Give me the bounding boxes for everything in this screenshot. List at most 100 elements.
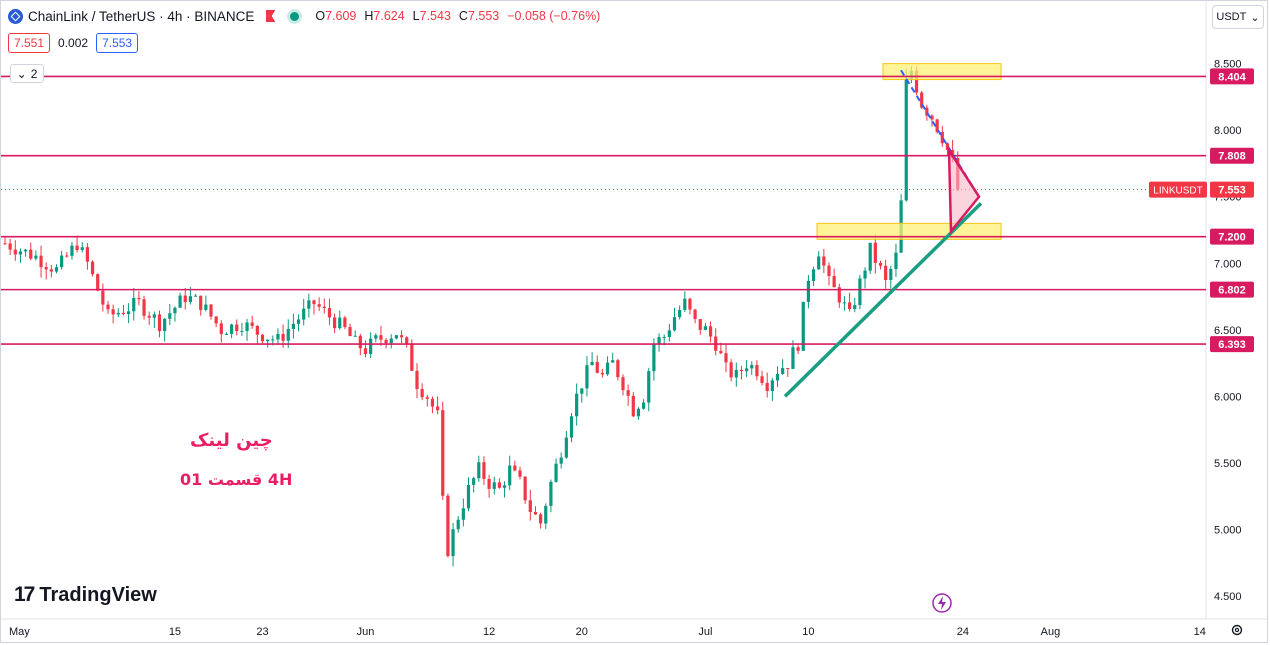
candle-body [8, 243, 12, 250]
candle-body [801, 301, 805, 351]
candle-body [708, 326, 713, 337]
indicator-count: 2 [30, 66, 38, 81]
level-price-label: 6.802 [1218, 285, 1246, 297]
candle-body [240, 331, 244, 333]
candle-body [492, 482, 496, 489]
candle-body [580, 388, 584, 394]
last-price-tag [1210, 181, 1254, 198]
x-tick-label: Jun [357, 626, 375, 638]
gear-icon[interactable] [1230, 623, 1244, 637]
candle-body [539, 514, 543, 524]
candle-body [533, 511, 538, 515]
candle-body [410, 343, 414, 371]
candle-body [914, 70, 919, 93]
y-tick-label: 4.500 [1214, 591, 1242, 603]
candle-body [868, 242, 872, 271]
candle-body [173, 307, 177, 314]
candle-body [446, 495, 450, 557]
candle-body [616, 360, 620, 378]
candle-body [626, 390, 630, 396]
candle-body [693, 309, 697, 320]
candle-body [698, 319, 702, 330]
candle-body [894, 252, 898, 269]
y-tick-label: 6.000 [1214, 391, 1242, 403]
bid-price[interactable]: 7.551 [8, 33, 51, 53]
candle-body [353, 335, 357, 337]
candle-body [564, 437, 568, 458]
candle-body [65, 255, 69, 257]
candle-body [760, 376, 764, 383]
chainlink-logo-icon [8, 8, 23, 24]
candle-body [631, 395, 635, 417]
candle-body [600, 372, 604, 375]
candle-body [420, 389, 424, 398]
candle-body [96, 274, 100, 291]
flag-icon[interactable] [266, 10, 278, 22]
candle-body [193, 295, 198, 297]
candle-body [142, 299, 146, 316]
candle-body [29, 249, 33, 259]
candle-body [770, 380, 774, 391]
candle-body [415, 370, 419, 390]
candle-body [49, 269, 53, 272]
candle-body [827, 265, 831, 277]
candle-body [338, 317, 342, 329]
candle-body [739, 369, 744, 372]
x-tick-label: 24 [957, 626, 969, 638]
symbol-title[interactable]: ChainLink / TetherUS · 4h · BINANCE [8, 8, 254, 24]
annotation-subtitle: 4H قسمت 01 [180, 470, 293, 489]
candle-body [817, 256, 821, 270]
candle-body [786, 368, 790, 370]
candle-body [296, 319, 301, 324]
candle-body [595, 361, 599, 373]
candle-body [590, 361, 594, 366]
candle-body [214, 316, 218, 324]
candles-group [3, 66, 960, 567]
candle-body [528, 500, 532, 512]
candle-body [822, 256, 826, 266]
y-tick-label: 5.000 [1214, 524, 1242, 536]
candle-body [127, 311, 131, 315]
candle-body [502, 485, 507, 488]
lightning-event-icon[interactable] [932, 593, 952, 613]
candle-body [750, 364, 754, 369]
candle-body [497, 482, 501, 488]
candle-body [636, 408, 641, 417]
indicators-collapse-button[interactable]: ⌄ 2 [10, 64, 44, 83]
candle-body [39, 255, 43, 268]
candle-body [312, 300, 316, 305]
candle-body [611, 360, 615, 363]
level-price-tag [1210, 68, 1254, 85]
x-tick-label: 10 [802, 626, 814, 638]
candle-body [889, 268, 893, 280]
candle-body [363, 348, 368, 355]
candle-body [90, 261, 95, 275]
candle-body [75, 245, 79, 251]
candle-body [451, 529, 455, 557]
ohlc-high: H7.624 [364, 9, 405, 23]
x-tick-label: 12 [483, 626, 495, 638]
candle-body [307, 300, 311, 309]
candle-body [157, 314, 162, 332]
tradingview-name: TradingView [39, 583, 157, 606]
candle-body [199, 295, 203, 310]
candle-body [333, 317, 337, 329]
x-tick-label: Aug [1041, 626, 1061, 638]
y-tick-label: 8.500 [1214, 59, 1242, 71]
candle-body [219, 323, 223, 335]
currency-select[interactable]: USDT ⌄ [1212, 5, 1264, 29]
ohlc-low: L7.543 [412, 9, 451, 23]
candle-body [260, 334, 265, 342]
candle-body [662, 337, 666, 339]
candle-body [80, 247, 84, 251]
candle-body [806, 280, 810, 302]
candle-body [147, 315, 151, 318]
ask-price[interactable]: 7.553 [96, 33, 139, 53]
candle-body [374, 335, 378, 339]
support-trendline [783, 202, 983, 398]
candle-body [34, 255, 38, 259]
candle-body [163, 318, 167, 332]
tradingview-logo[interactable]: 17 TradingView [14, 583, 157, 607]
candle-body [369, 338, 373, 355]
